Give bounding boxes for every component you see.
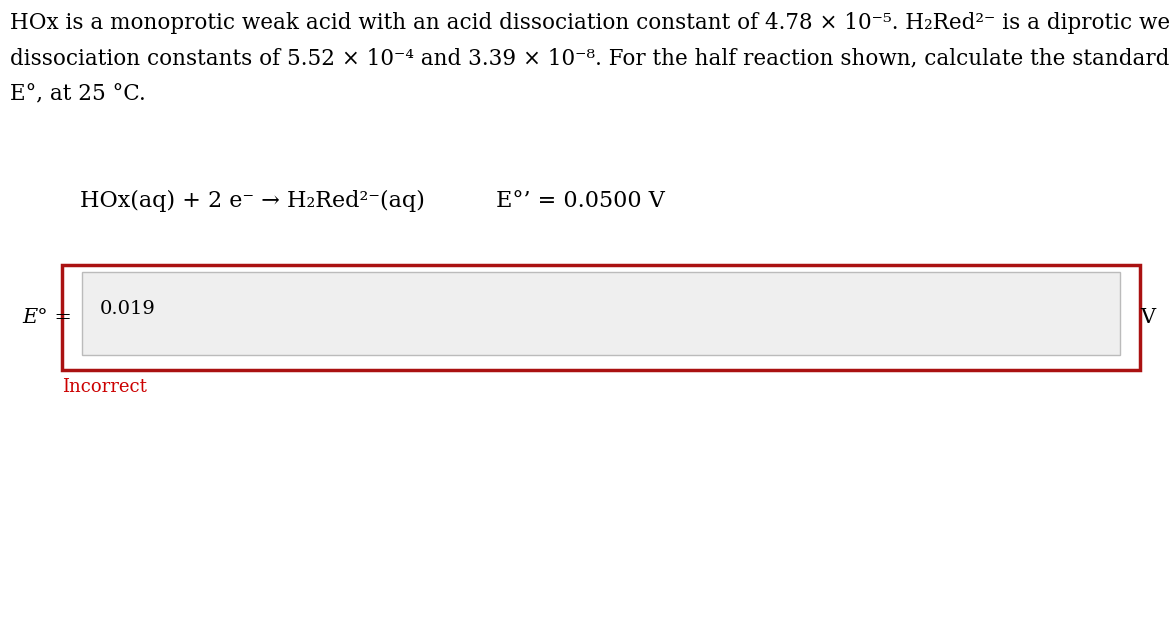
- Text: E° =: E° =: [22, 309, 71, 327]
- Text: HOx(aq) + 2 e⁻ → H₂Red²⁻(aq)          E°’ = 0.0500 V: HOx(aq) + 2 e⁻ → H₂Red²⁻(aq) E°’ = 0.050…: [80, 190, 665, 212]
- Text: V: V: [1140, 309, 1155, 327]
- Text: 0.019: 0.019: [99, 300, 156, 318]
- Text: Incorrect: Incorrect: [62, 378, 147, 396]
- Text: E°, at 25 °C.: E°, at 25 °C.: [11, 83, 146, 105]
- Text: HOx is a monoprotic weak acid with an acid dissociation constant of 4.78 × 10⁻⁵.: HOx is a monoprotic weak acid with an ac…: [11, 12, 1170, 34]
- Text: dissociation constants of 5.52 × 10⁻⁴ and 3.39 × 10⁻⁸. For the half reaction sho: dissociation constants of 5.52 × 10⁻⁴ an…: [11, 48, 1170, 70]
